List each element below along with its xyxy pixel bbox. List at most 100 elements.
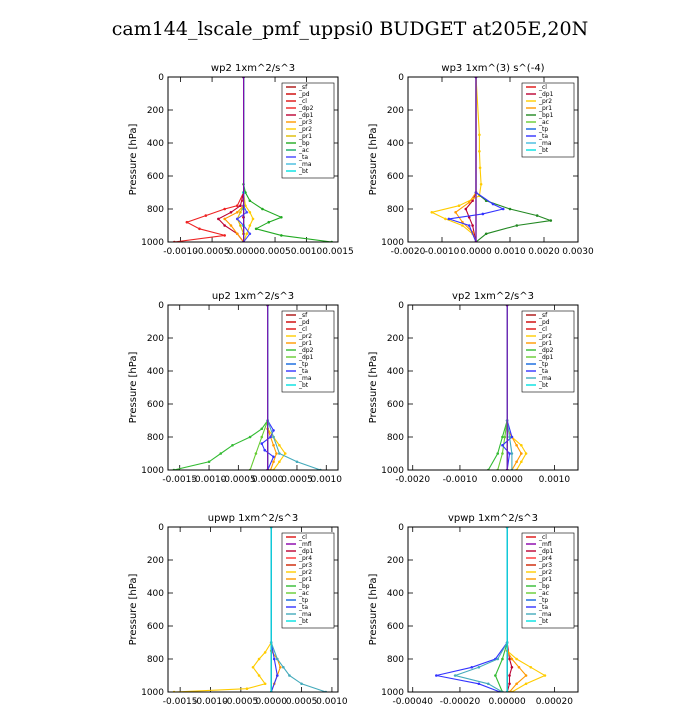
- legend-label: _pr1: [298, 133, 312, 140]
- y-tick-label: 400: [387, 367, 404, 377]
- data-point: [510, 665, 514, 669]
- data-point: [223, 234, 226, 237]
- legend-label: _dp2: [538, 347, 554, 354]
- legend-label: _pr1: [538, 105, 552, 112]
- data-point: [229, 211, 233, 214]
- x-tick-label: 0.00020: [536, 697, 573, 707]
- legend-box: [281, 82, 335, 179]
- data-point: [198, 227, 201, 231]
- legend-label: _ta: [298, 368, 308, 375]
- legend-label: _sf: [538, 312, 548, 319]
- y-tick-label: 400: [147, 589, 164, 599]
- legend-label: _pr1: [298, 340, 312, 347]
- chart-panel-wp3: wp3 1xm^(3) s^(-4) Pressure [hPa] 0 200 400 6…: [368, 63, 594, 257]
- data-point: [223, 207, 226, 211]
- x-tick-label: -0.0010: [163, 247, 198, 257]
- legend-label: _tp: [538, 597, 548, 604]
- y-axis-label: Pressure [hPa]: [368, 352, 379, 424]
- legend-label: _ta: [538, 604, 548, 611]
- series-group: [430, 77, 553, 242]
- y-tick-label: 600: [147, 622, 164, 632]
- figure-title: cam144_lscale_pmf_uppsi0 BUDGET at205E,2…: [111, 18, 589, 40]
- legend-box: [281, 532, 335, 629]
- legend-label: _pr1: [538, 576, 552, 583]
- x-tick-label: -0.0005: [221, 475, 256, 485]
- legend-label: _bt: [538, 382, 549, 389]
- data-point: [484, 232, 488, 236]
- legend-label: _cl: [538, 534, 547, 541]
- x-tick-label: 0.0005: [259, 247, 291, 257]
- y-tick-label: 600: [387, 622, 404, 632]
- data-point: [300, 682, 303, 686]
- series-line: [267, 305, 277, 470]
- legend-box: [521, 82, 575, 158]
- y-tick-label: 400: [387, 139, 404, 149]
- y-tick-label: 0: [398, 523, 404, 533]
- legend: _sf_pd_cl_pr2_pr1_dp2_dp1_tp_ta_ma_bt: [521, 310, 575, 393]
- x-tick-label: -0.00020: [440, 697, 481, 707]
- data-point: [515, 657, 518, 661]
- data-point: [508, 207, 512, 211]
- x-tick-label: -0.0020: [395, 475, 430, 485]
- data-point: [235, 204, 239, 207]
- legend-label: _pr2: [298, 333, 312, 340]
- panel-title: wp2 1xm^2/s^3: [211, 63, 295, 74]
- series-line: [430, 77, 482, 242]
- data-point: [491, 202, 495, 206]
- legend-label: _ta: [538, 133, 548, 140]
- data-point: [248, 199, 252, 203]
- data-point: [217, 217, 220, 221]
- x-tick-label: 0.0000: [255, 697, 287, 707]
- data-point: [185, 220, 189, 224]
- data-point: [295, 460, 299, 464]
- data-point: [447, 217, 451, 221]
- data-point: [239, 224, 242, 227]
- data-point: [501, 452, 504, 455]
- legend-label: _mfl: [538, 541, 552, 548]
- legend: _cl_mfl_dp1_pr4_pr3_pr2_pr1_bp_ac_tp_ta_…: [521, 532, 575, 629]
- legend-label: _bp: [298, 140, 310, 147]
- data-point: [244, 191, 247, 194]
- plot-frame: [167, 526, 339, 693]
- series-line: [243, 77, 254, 242]
- legend-label: _ma: [538, 611, 552, 618]
- data-point: [515, 682, 518, 686]
- legend-label: _bp: [538, 583, 550, 590]
- legend-label: _tp: [538, 126, 548, 133]
- data-point: [248, 232, 252, 236]
- legend-label: _pr4: [298, 555, 312, 562]
- legend-label: _pr2: [538, 98, 552, 105]
- data-point: [520, 452, 523, 455]
- legend-label: _dp1: [538, 548, 554, 555]
- series-line: [174, 527, 272, 692]
- x-tick-label: -0.0005: [223, 697, 258, 707]
- legend-label: _pd: [538, 319, 550, 326]
- series-group: [172, 305, 322, 470]
- chart-panel-up2: up2 1xm^2/s^3 Pressure [hPa] 0 200 400 600 800…: [128, 291, 342, 485]
- data-point: [478, 149, 481, 153]
- x-tick-label: -0.0015: [162, 475, 197, 485]
- y-tick-label: 200: [147, 106, 164, 116]
- legend-label: _pr3: [538, 562, 552, 569]
- panel-title: vpwp 1xm^2/s^3: [448, 513, 538, 524]
- data-point: [280, 215, 283, 219]
- legend-label: _dp1: [298, 112, 314, 119]
- data-point: [494, 674, 497, 677]
- legend-label: _pr3: [298, 119, 312, 126]
- x-tick-label: 0.0020: [528, 247, 560, 257]
- plot-frame: [407, 76, 579, 243]
- data-point: [257, 674, 261, 677]
- data-point: [481, 212, 485, 216]
- data-point: [529, 665, 533, 669]
- legend-label: _ta: [538, 368, 548, 375]
- panel-title: vp2 1xm^2/s^3: [452, 291, 534, 302]
- data-point: [207, 460, 211, 464]
- legend-label: _tp: [298, 361, 308, 368]
- legend-label: _ac: [298, 147, 309, 154]
- data-point: [467, 215, 471, 219]
- data-point: [524, 674, 528, 677]
- data-point: [231, 443, 234, 447]
- legend-label: _bt: [298, 382, 309, 389]
- legend-label: _dp1: [538, 354, 554, 361]
- data-point: [269, 435, 272, 439]
